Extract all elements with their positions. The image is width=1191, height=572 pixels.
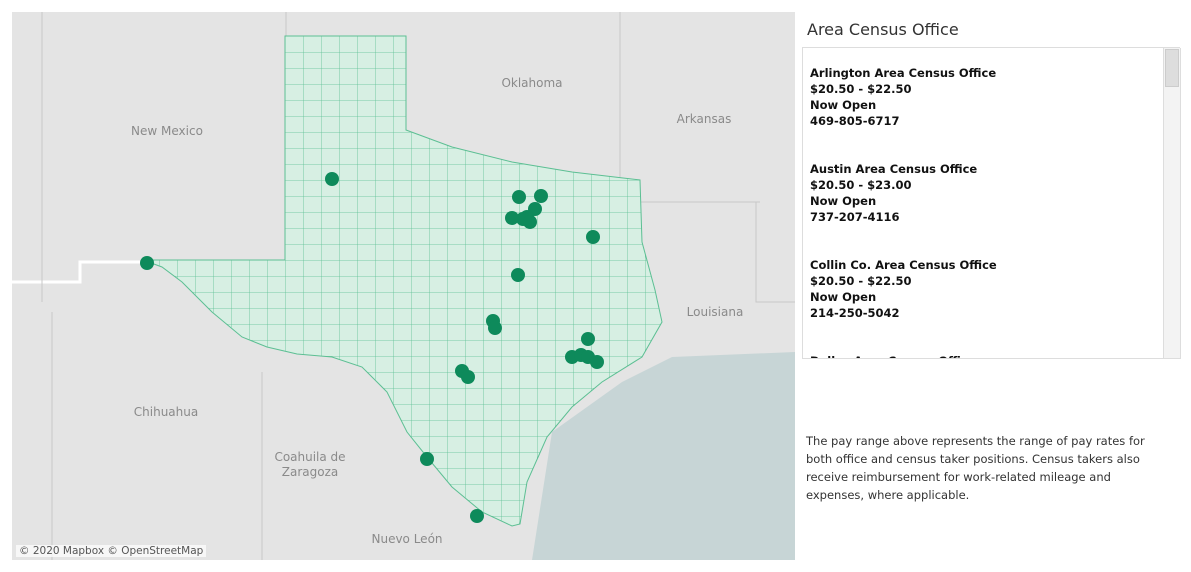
office-marker[interactable] (470, 509, 484, 523)
office-name: Arlington Area Census Office (810, 66, 997, 80)
office-marker[interactable] (325, 172, 339, 186)
office-marker[interactable] (420, 452, 434, 466)
office-name: Dallas Area Census Office (810, 353, 975, 358)
map-label: Louisiana (686, 305, 744, 319)
office-name: Collin Co. Area Census Office (810, 258, 997, 272)
scrollbar[interactable] (1163, 48, 1180, 358)
map-label: Coahuila de Zaragoza (274, 450, 346, 479)
map-label: Chihuahua (133, 405, 199, 419)
office-pay: $20.50 - $22.50 (810, 82, 912, 96)
office-entry[interactable]: Dallas Area Census Office$20.50 - $22.50 (810, 353, 975, 358)
office-list[interactable]: Dallas Area Census Office$20.50 - $22.50… (802, 48, 1181, 359)
panel-title: Area Census Office (807, 20, 959, 39)
office-status: Now Open (810, 194, 877, 208)
texas (142, 35, 663, 527)
attribution: © 2020 Mapbox © OpenStreetMap (16, 545, 207, 557)
map-label: Arkansas (676, 112, 732, 126)
office-marker[interactable] (586, 230, 600, 244)
map-canvas (12, 12, 795, 560)
map[interactable]: Oklahoma New Mexico Arkansas Louisiana Chihu… (12, 12, 795, 560)
office-marker[interactable] (581, 332, 595, 346)
office-status: Now Open (810, 290, 877, 304)
note: The pay range above represents the range… (806, 434, 1145, 502)
map-label: New Mexico (131, 124, 203, 138)
office-marker[interactable] (512, 190, 526, 204)
office-pay: $20.50 - $23.00 (810, 178, 912, 192)
office-marker[interactable] (140, 256, 154, 270)
office-marker[interactable] (511, 268, 525, 282)
office-marker[interactable] (523, 215, 537, 229)
border (12, 260, 143, 284)
map-label: Nuevo León (371, 532, 443, 546)
office-entry[interactable]: Arlington Area Census Office $20.50 - $22… (810, 65, 996, 129)
office-phone: 737-207-4116 (810, 210, 900, 224)
office-phone: 469-805-6717 (810, 114, 900, 128)
office-entry[interactable]: Austin Area Census Office $20.50 - $23.00… (810, 161, 977, 225)
map-label: Oklahoma (501, 76, 563, 90)
office-entry[interactable]: Collin Co. Area Census Office $20.50 - $2… (810, 257, 997, 321)
scroll-thumb[interactable] (1165, 49, 1179, 87)
office-marker[interactable] (534, 189, 548, 203)
office-status: Now Open (810, 98, 877, 112)
separator (802, 47, 1180, 48)
gulf (532, 352, 795, 560)
office-marker[interactable] (590, 355, 604, 369)
office-phone: 214-250-5042 (810, 306, 900, 320)
office-name: Austin Area Census Office (810, 162, 978, 176)
office-pay: $20.50 - $22.50 (810, 274, 912, 288)
office-marker[interactable] (505, 211, 519, 225)
office-marker[interactable] (461, 370, 475, 384)
office-marker[interactable] (488, 321, 502, 335)
